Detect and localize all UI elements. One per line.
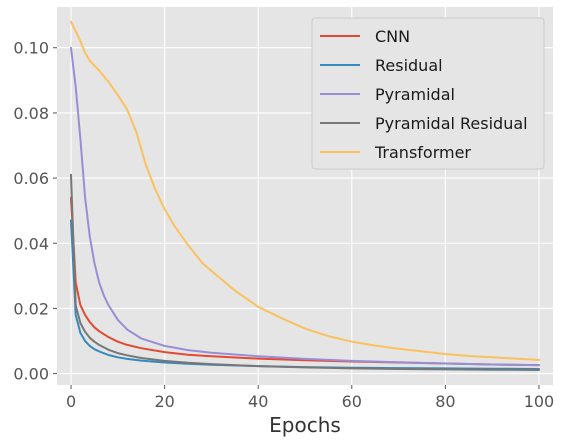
x-tick-label: 100 [524, 392, 555, 411]
series-line-pyramidal-residual [70, 173, 540, 371]
y-tick-label: 0.06 [13, 169, 49, 188]
x-tick-label: 60 [342, 392, 362, 411]
series-line-transformer [70, 20, 540, 361]
x-tick-label: 40 [248, 392, 268, 411]
legend-label-transformer: Transformer [374, 143, 471, 162]
y-ticks: 0.00 0.02 0.04 0.06 0.08 0.10 [13, 39, 57, 384]
legend: CNN Residual Pyramidal Pyramidal Residual Tr… [311, 17, 545, 170]
x-axis-title: Epochs [269, 413, 341, 437]
legend-label-residual: Residual [375, 56, 443, 75]
y-tick-label: 0.10 [13, 39, 49, 58]
x-tick-label: 20 [154, 392, 174, 411]
x-tick-label: 0 [66, 392, 76, 411]
y-tick-label: 0.04 [13, 234, 49, 253]
legend-label-pyramidal: Pyramidal [375, 85, 455, 104]
series-line-pyramidal [70, 46, 540, 367]
y-tick-label: 0.00 [13, 365, 49, 384]
legend-label-pyramidal-residual: Pyramidal Residual [375, 114, 528, 133]
legend-box [311, 17, 545, 170]
series-lines [70, 20, 540, 371]
x-ticks: 0 20 40 60 80 100 [66, 385, 554, 411]
y-tick-label: 0.02 [13, 299, 49, 318]
legend-label-cnn: CNN [375, 27, 410, 46]
y-tick-label: 0.08 [13, 104, 49, 123]
x-tick-label: 80 [435, 392, 455, 411]
